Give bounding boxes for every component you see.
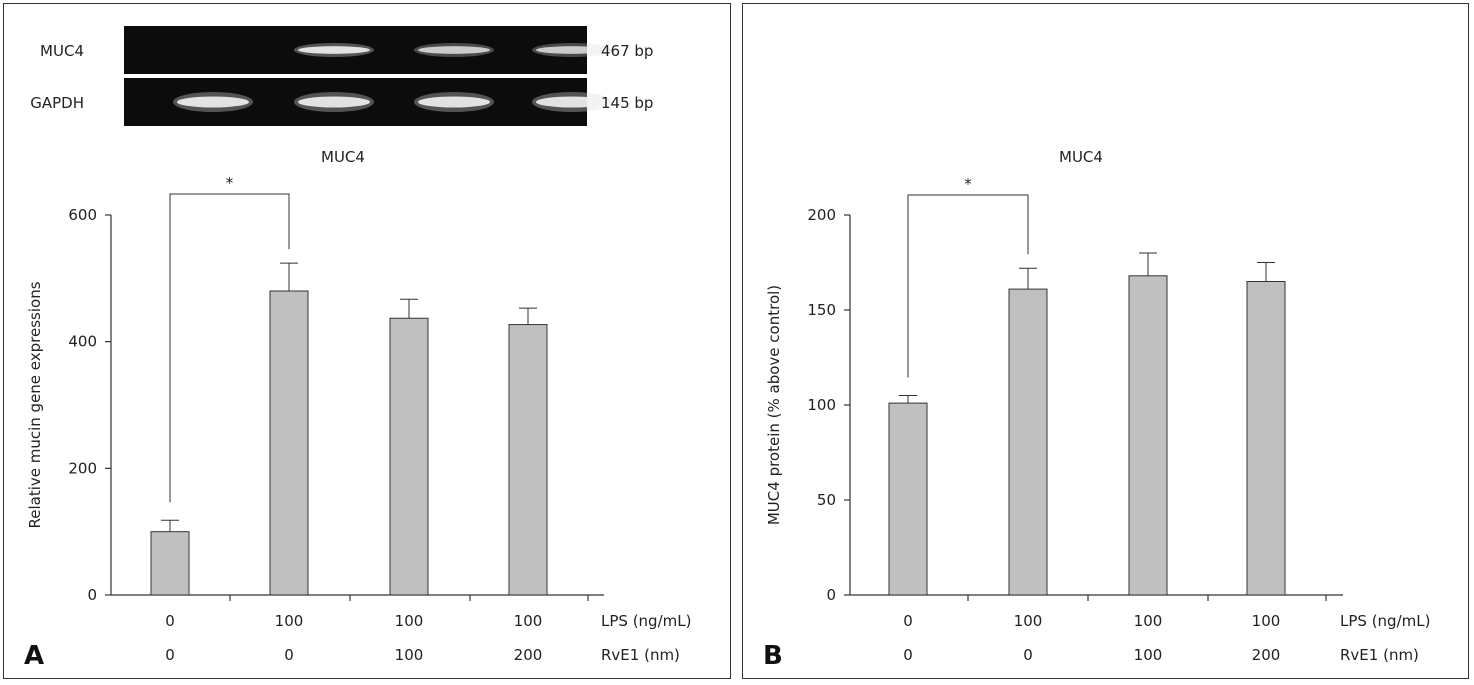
gel-band — [177, 96, 249, 108]
gel-band — [298, 96, 370, 108]
bar — [888, 402, 928, 596]
x-tick-label-rve1: 0 — [1023, 646, 1033, 664]
panel-b: 0 50 100 150 200 * MUC4 MUC4 protein (% above c… — [742, 3, 1469, 679]
y-axis-label: MUC4 protein (% above control) — [765, 285, 783, 525]
significance-star: * — [226, 174, 234, 192]
y-axis-label: Relative mucin gene expressions — [26, 281, 44, 528]
y-tick-label: 600 — [68, 206, 97, 224]
x-tick-label-lps: 100 — [395, 612, 424, 630]
x-tick-label-lps: 100 — [514, 612, 543, 630]
significance-bracket — [907, 194, 1029, 378]
y-tick-label: 200 — [68, 459, 97, 477]
panel-letter: B — [763, 641, 783, 671]
bar — [1246, 281, 1286, 596]
gel-band — [418, 46, 490, 54]
rve1-row-label: RvE1 (nm) — [1340, 646, 1419, 664]
y-tick-label: 50 — [817, 491, 836, 509]
gel-band — [298, 46, 370, 54]
x-tick-label-lps: 0 — [903, 612, 913, 630]
gel-row-label: GAPDH — [30, 94, 84, 112]
gel-band — [536, 46, 608, 54]
chart-a: MUC4 467 bp GAPDH 145 bp 0 200 400 600 * MUC4 Rela… — [24, 26, 691, 671]
x-tick-label-lps: 100 — [1134, 612, 1163, 630]
x-tick-label-lps: 100 — [1014, 612, 1043, 630]
x-tick-label-rve1: 0 — [903, 646, 913, 664]
rve1-row-label: RvE1 (nm) — [601, 646, 680, 664]
significance-star: * — [964, 175, 972, 193]
x-tick-label-rve1: 0 — [284, 646, 294, 664]
x-tick-label-lps: 100 — [1252, 612, 1281, 630]
bar — [1008, 288, 1048, 596]
lps-row-label: LPS (ng/mL) — [601, 612, 691, 630]
gel-band-size: 467 bp — [601, 42, 653, 60]
y-tick-label: 150 — [807, 301, 836, 319]
chart-title: MUC4 — [1059, 148, 1103, 166]
chart-b: 0 50 100 150 200 * MUC4 MUC4 protein (% above c… — [763, 148, 1430, 671]
x-tick-label-rve1: 200 — [1252, 646, 1281, 664]
y-tick-label: 100 — [807, 396, 836, 414]
y-tick-label: 0 — [826, 586, 836, 604]
x-tick-label-rve1: 0 — [165, 646, 175, 664]
x-tick-label-rve1: 100 — [1134, 646, 1163, 664]
gel-row-gapdh — [124, 78, 612, 126]
x-tick-label-rve1: 200 — [514, 646, 543, 664]
gel-band-size: 145 bp — [601, 94, 653, 112]
y-tick-label: 400 — [68, 333, 97, 351]
gel-band — [418, 96, 490, 108]
x-tick-label-lps: 100 — [275, 612, 304, 630]
y-tick-label: 200 — [807, 206, 836, 224]
gel-band — [536, 96, 608, 108]
x-tick-label-lps: 0 — [165, 612, 175, 630]
gel-row-muc4 — [124, 26, 612, 74]
panel-a: MUC4 467 bp GAPDH 145 bp 0 200 400 600 * MUC4 Rela… — [3, 3, 731, 679]
bar — [1128, 275, 1168, 596]
x-tick-label-rve1: 100 — [395, 646, 424, 664]
chart-title: MUC4 — [321, 148, 365, 166]
panel-letter: A — [24, 641, 44, 671]
lps-row-label: LPS (ng/mL) — [1340, 612, 1430, 630]
bar — [269, 290, 309, 596]
y-tick-label: 0 — [87, 586, 97, 604]
bar — [389, 317, 429, 596]
significance-bracket — [169, 193, 290, 503]
bar — [150, 531, 190, 596]
bar — [508, 324, 548, 596]
gel-row-label: MUC4 — [40, 42, 84, 60]
